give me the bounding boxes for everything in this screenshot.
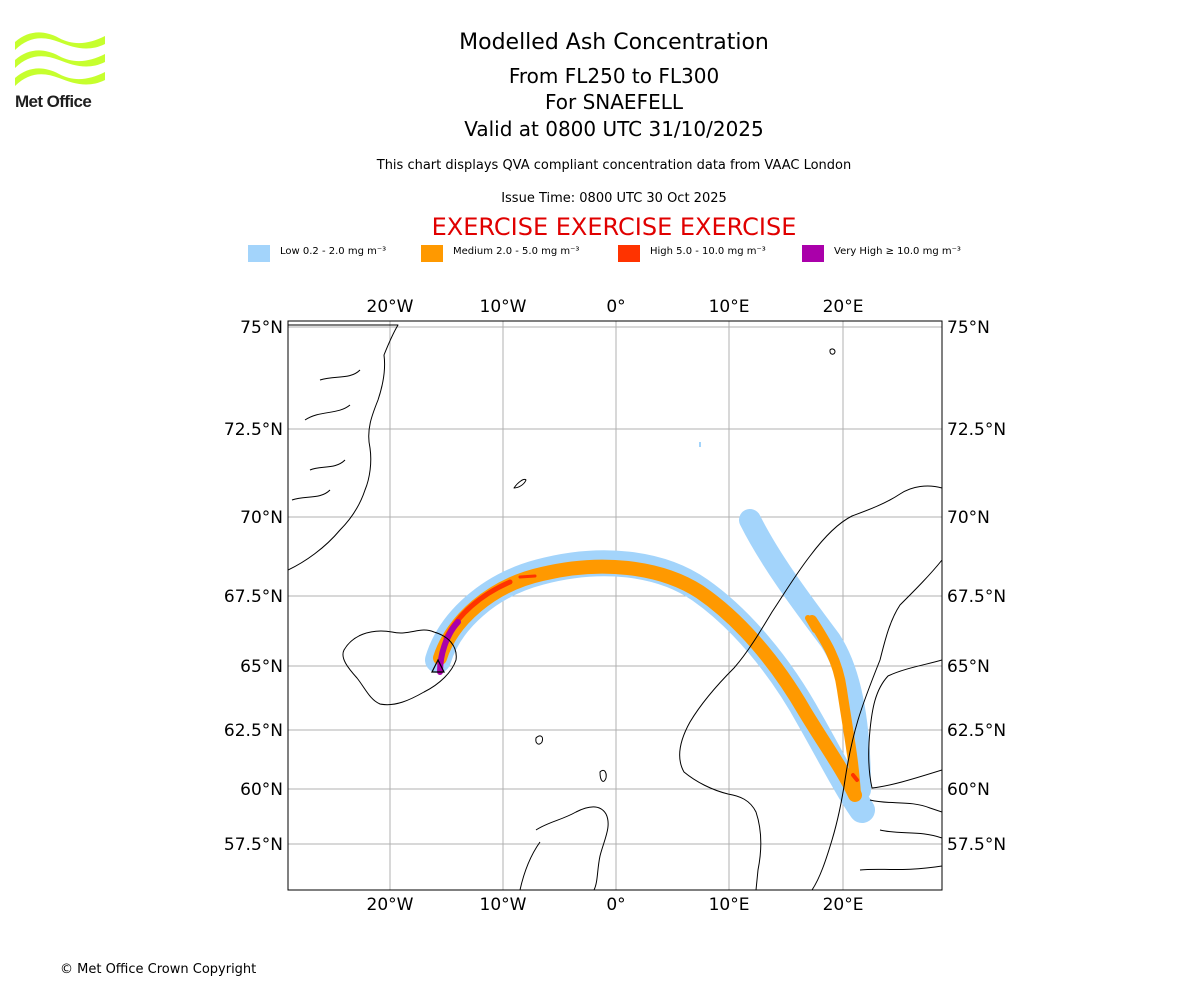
lat-label-left: 70°N: [240, 508, 283, 528]
flight-levels: From FL250 to FL300: [508, 64, 720, 88]
coast-baltic: [859, 799, 942, 871]
issue-time: Issue Time: 0800 UTC 30 Oct 2025: [501, 191, 727, 206]
lon-label-top: 20°W: [367, 297, 414, 317]
lon-label-top: 10°E: [709, 297, 750, 317]
lat-label-right: 70°N: [947, 508, 990, 528]
description: This chart displays QVA compliant concen…: [376, 158, 852, 173]
lon-labels-bottom: 20°W 10°W 0° 10°E 20°E: [367, 895, 864, 915]
legend-swatch-low: [248, 245, 270, 262]
ash-very-high: [437, 619, 461, 675]
coast-sweden-gulf: [811, 559, 942, 890]
lat-label-left: 75°N: [240, 318, 283, 338]
lon-label-bottom: 10°E: [709, 895, 750, 915]
lat-label-right: 67.5°N: [947, 587, 1006, 607]
lon-label-top: 0°: [606, 297, 625, 317]
legend-swatch-very-high: [802, 245, 824, 262]
lon-label-top: 10°W: [480, 297, 527, 317]
coast-scotland: [519, 806, 609, 890]
met-office-wave-icon: [15, 32, 105, 86]
exercise-banner: EXERCISE EXERCISE EXERCISE: [431, 213, 797, 241]
map-background: [288, 321, 942, 890]
coast-greenland-fjords: [291, 369, 361, 501]
legend-label-low: Low 0.2 - 2.0 mg m⁻³: [280, 246, 387, 257]
lat-label-left: 67.5°N: [224, 587, 283, 607]
lat-label-left: 62.5°N: [224, 721, 283, 741]
lat-label-right: 60°N: [947, 780, 990, 800]
coastlines: [288, 324, 942, 890]
coast-faroes: [535, 735, 543, 745]
valid-time: Valid at 0800 UTC 31/10/2025: [464, 117, 764, 141]
lon-label-bottom: 20°W: [367, 895, 414, 915]
coast-iceland: [342, 629, 457, 706]
lat-labels-left: 75°N 72.5°N 70°N 67.5°N 65°N 62.5°N 60°N…: [224, 318, 283, 855]
chart-title: Modelled Ash Concentration: [459, 30, 769, 55]
coast-greenland: [288, 324, 399, 571]
ash-medium: [433, 559, 862, 802]
lat-label-right: 65°N: [947, 657, 990, 677]
lat-label-left: 57.5°N: [224, 835, 283, 855]
lat-labels-right: 75°N 72.5°N 70°N 67.5°N 65°N 62.5°N 60°N…: [947, 318, 1006, 855]
lat-label-right: 72.5°N: [947, 420, 1006, 440]
coast-norway: [679, 485, 942, 890]
lon-label-bottom: 10°W: [480, 895, 527, 915]
coast-bear-island: [829, 348, 836, 355]
copyright: © Met Office Crown Copyright: [60, 962, 257, 977]
coast-shetland: [599, 769, 607, 782]
logo-text: Met Office: [15, 92, 92, 111]
lat-label-left: 72.5°N: [224, 420, 283, 440]
lat-label-right: 57.5°N: [947, 835, 1006, 855]
volcano-marker-icon: [431, 658, 445, 673]
coast-finland: [868, 659, 942, 789]
legend-label-medium: Medium 2.0 - 5.0 mg m⁻³: [453, 246, 580, 257]
lon-label-bottom: 20°E: [823, 895, 864, 915]
lon-labels-top: 20°W 10°W 0° 10°E 20°E: [367, 297, 864, 317]
legend-swatch-high: [618, 245, 640, 262]
coast-jan-mayen: [513, 479, 527, 489]
legend-swatch-medium: [421, 245, 443, 262]
lat-label-right: 62.5°N: [947, 721, 1006, 741]
met-office-logo: Met Office: [14, 30, 108, 112]
legend-label-very-high: Very High ≥ 10.0 mg m⁻³: [834, 246, 961, 257]
lat-label-left: 60°N: [240, 780, 283, 800]
lat-label-right: 75°N: [947, 318, 990, 338]
lat-label-left: 65°N: [240, 657, 283, 677]
ash-low-speck: [699, 442, 701, 447]
lon-label-top: 20°E: [823, 297, 864, 317]
legend-label-high: High 5.0 - 10.0 mg m⁻³: [650, 246, 766, 257]
lon-label-bottom: 0°: [606, 895, 625, 915]
volcano-name: For SNAEFELL: [544, 90, 683, 114]
map-frame: [287, 320, 943, 891]
